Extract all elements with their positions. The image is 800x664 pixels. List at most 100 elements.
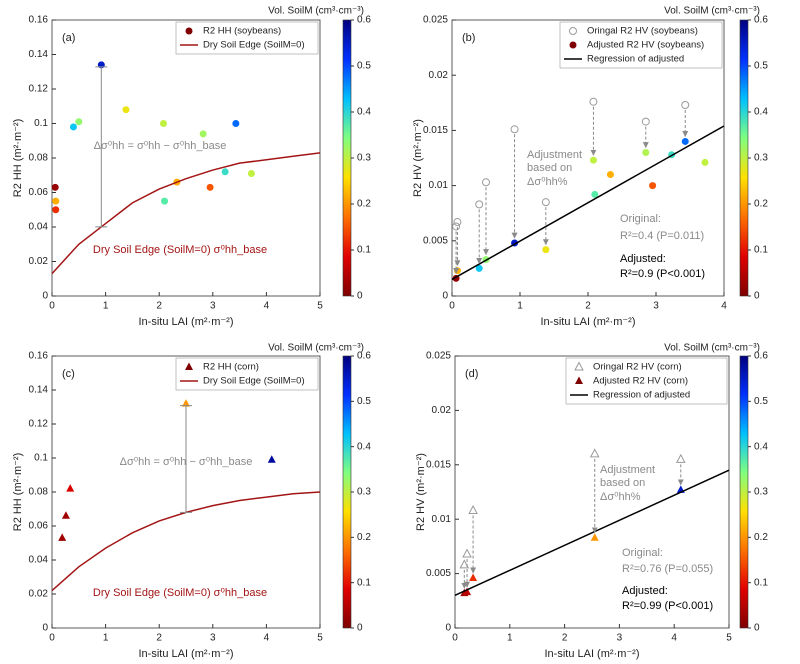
colorbar bbox=[342, 19, 352, 297]
circle-marker bbox=[642, 148, 650, 156]
triangle-marker bbox=[459, 559, 470, 569]
annotation: Dry Soil Edge (SoilM=0) σ⁰hh_base bbox=[93, 587, 267, 599]
y-tick-label: 0.025 bbox=[426, 351, 451, 362]
y-tick-label: 0 bbox=[445, 623, 451, 634]
circle-marker bbox=[681, 101, 690, 110]
y-axis-label: R2 HH (m²·m⁻²) bbox=[12, 119, 24, 198]
annotation: Adjustment bbox=[600, 464, 655, 476]
panel-label: (b) bbox=[462, 32, 475, 44]
x-tick-label: 0 bbox=[449, 301, 455, 312]
y-tick-label: 0.02 bbox=[432, 405, 452, 416]
legend-label: Regression of adjusted bbox=[587, 54, 684, 65]
colorbar-tick-label: 0.3 bbox=[754, 487, 768, 498]
line bbox=[51, 152, 321, 275]
colorbar-tick-label: 0.1 bbox=[357, 577, 371, 588]
annotation: Original: bbox=[620, 213, 661, 225]
triangle-marker bbox=[463, 587, 472, 596]
y-tick-label: 0.025 bbox=[423, 15, 448, 26]
circle-marker bbox=[52, 197, 60, 205]
x-tick-label: 4 bbox=[264, 633, 270, 644]
y-tick-label: 0.01 bbox=[432, 514, 452, 525]
legend-label: Oringal R2 HV (corn) bbox=[593, 362, 682, 373]
y-tick-label: 0.02 bbox=[29, 256, 49, 267]
x-tick-label: 0 bbox=[49, 633, 55, 644]
y-tick-label: 0.02 bbox=[429, 70, 449, 81]
circle-marker bbox=[453, 218, 462, 227]
colorbar-tick-label: 0 bbox=[357, 623, 363, 634]
y-axis-label: R2 HV (m²·m⁻²) bbox=[415, 453, 427, 531]
triangle-marker bbox=[462, 548, 472, 558]
annotation: R²=0.9 (P<0.001) bbox=[620, 268, 705, 280]
legend-label: Regression of adjusted bbox=[593, 390, 690, 401]
x-tick-label: 0 bbox=[49, 301, 55, 312]
x-axis-label: In-situ LAI (m²·m⁻²) bbox=[138, 316, 233, 328]
y-axis-label: R2 HH (m²·m⁻²) bbox=[12, 453, 24, 532]
annotation: based on bbox=[600, 477, 645, 489]
colorbar-tick-label: 0.4 bbox=[754, 441, 768, 452]
triangle-marker bbox=[58, 533, 67, 541]
annotation: R²=0.76 (P=0.055) bbox=[622, 563, 713, 575]
triangle-marker bbox=[469, 573, 478, 581]
panel: 0 1 2 3 4 5 0 0.005 0.01 0.015 0.02 0.025 In-situ LA… bbox=[415, 343, 768, 660]
legend-box bbox=[175, 357, 319, 391]
x-tick-label: 1 bbox=[517, 301, 523, 312]
colorbar-title: Vol. SoilM (cm³·cm⁻³) bbox=[664, 6, 760, 17]
circle-marker bbox=[51, 183, 59, 191]
colorbar-tick-label: 0.4 bbox=[357, 441, 371, 452]
circle-marker bbox=[159, 120, 167, 127]
panel: 0 1 2 3 4 5 0 0.02 0.04 0.06 0.08 0.1 0.12 0.14 0.16 In… bbox=[12, 6, 371, 328]
y-tick-label: 0.01 bbox=[429, 180, 449, 191]
colorbar-tick-label: 0.4 bbox=[754, 107, 768, 118]
y-tick-label: 0.12 bbox=[29, 84, 49, 95]
circle-marker bbox=[606, 171, 614, 179]
colorbar-tick-label: 0.6 bbox=[357, 15, 371, 26]
panel-label: (a) bbox=[62, 32, 75, 44]
triangle-marker bbox=[590, 533, 599, 541]
x-tick-label: 5 bbox=[726, 633, 732, 644]
y-tick-label: 0.04 bbox=[29, 555, 49, 566]
triangle-marker bbox=[185, 362, 193, 370]
triangle-marker bbox=[589, 448, 600, 458]
panel-label: (d) bbox=[465, 368, 478, 380]
x-tick-label: 3 bbox=[617, 633, 623, 644]
y-tick-label: 0.14 bbox=[29, 49, 49, 60]
colorbar-tick-label: 0.2 bbox=[357, 532, 371, 543]
circle-marker bbox=[199, 130, 207, 138]
circle-marker bbox=[247, 170, 255, 178]
colorbar-tick-label: 0.2 bbox=[754, 199, 768, 210]
y-tick-label: 0.005 bbox=[423, 235, 448, 246]
y-tick-label: 0.015 bbox=[426, 459, 451, 470]
annotation: Adjusted: bbox=[620, 253, 666, 265]
colorbar-tick-label: 0.6 bbox=[754, 15, 768, 26]
legend-label: Adjusted R2 HV (corn) bbox=[593, 376, 688, 387]
circle-marker bbox=[206, 183, 214, 191]
circle-marker bbox=[510, 125, 519, 134]
legend-box bbox=[559, 21, 723, 69]
line bbox=[451, 125, 725, 281]
triangle-marker bbox=[468, 504, 478, 514]
colorbar-tick-label: 0.5 bbox=[754, 396, 768, 407]
x-tick-label: 1 bbox=[103, 633, 109, 644]
colorbar-tick-label: 0.6 bbox=[357, 351, 371, 362]
annotation: Adjusted: bbox=[622, 585, 668, 597]
circle-marker bbox=[232, 120, 240, 127]
panel: 0 1 2 3 4 5 0 0.02 0.04 0.06 0.08 0.1 0.12 0.14 0.16 In… bbox=[12, 343, 371, 660]
circle-marker bbox=[569, 41, 577, 49]
triangle-marker bbox=[574, 361, 584, 371]
x-tick-label: 0 bbox=[452, 633, 458, 644]
circle-marker bbox=[452, 222, 461, 231]
y-tick-label: 0.08 bbox=[29, 153, 49, 164]
panel: 0 1 2 3 4 0 0.005 0.01 0.015 0.02 0.025 In-situ LAI… bbox=[412, 6, 768, 328]
y-tick-label: 0.1 bbox=[34, 118, 48, 129]
legend-label: Dry Soil Edge (SoilM=0) bbox=[203, 376, 305, 387]
x-tick-label: 5 bbox=[317, 633, 323, 644]
annotation: Δσ⁰hh% bbox=[527, 176, 568, 188]
circle-marker bbox=[69, 123, 77, 131]
annotation: R²=0.99 (P<0.001) bbox=[622, 600, 713, 612]
y-tick-label: 0.14 bbox=[29, 385, 49, 396]
circle-marker bbox=[701, 158, 709, 166]
colorbar bbox=[342, 355, 352, 629]
circle-marker bbox=[681, 137, 689, 145]
colorbar bbox=[739, 19, 749, 297]
